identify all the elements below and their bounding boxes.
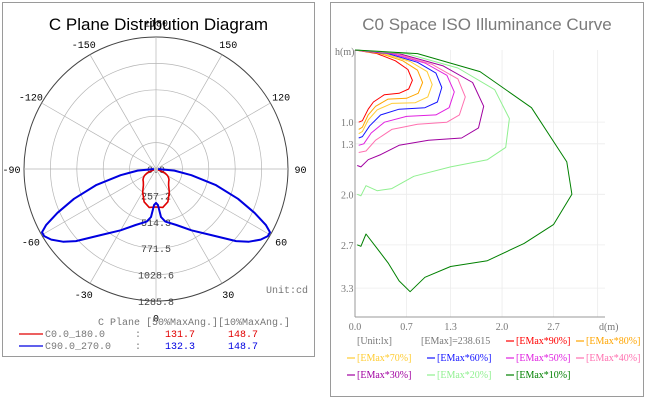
polar-legend-v50: 132.3	[165, 342, 195, 353]
iso-y-tick: 3.3	[341, 284, 354, 295]
polar-angle-label: -90	[2, 166, 20, 177]
polar-legend-sep: :	[135, 342, 141, 353]
polar-angle-label: ±180	[144, 19, 168, 30]
iso-x-tick: 0.0	[349, 322, 362, 333]
iso-x-tick: 0.7	[400, 322, 413, 333]
iso-x-tick: 1.3	[444, 322, 457, 333]
iso-y-tick: 1.0	[341, 118, 354, 129]
iso-series-9	[354, 49, 573, 293]
c-plane-panel: C Plane Distribution Diagram ±180 -150 150…	[2, 2, 315, 357]
polar-legend-v10: 148.7	[228, 342, 258, 353]
polar-spoke	[89, 168, 157, 284]
iso-series-3	[354, 49, 433, 135]
iso-unit: [Unit:lx]	[357, 336, 392, 347]
polar-radial-label: 771.5	[141, 245, 171, 256]
polar-spoke	[155, 168, 271, 236]
polar-spoke	[41, 102, 157, 170]
iso-legend-label: [EMax*30%]	[357, 370, 411, 381]
polar-spoke	[41, 168, 157, 236]
polar-series-c90	[41, 168, 271, 243]
polar-angle-label: 120	[272, 94, 290, 105]
iso-x-tick: 2.7	[547, 322, 560, 333]
polar-radial-label: 514.3	[141, 219, 171, 230]
polar-spoke	[155, 102, 271, 170]
polar-angle-label: -30	[75, 291, 93, 302]
polar-angle-label: -60	[22, 238, 40, 249]
iso-series-4	[354, 49, 443, 139]
polar-legend-v50: 131.7	[165, 330, 195, 341]
iso-illuminance-panel: C0 Space ISO Illuminance Curve h(m) d(m) 1…	[330, 2, 644, 397]
polar-legend-name: C90.0_270.0	[45, 342, 111, 353]
polar-angle-label: -120	[19, 94, 43, 105]
polar-chart: ±180 -150 150 -120 120 -90 90 -60 60 -30 30 0 0.0 257…	[2, 19, 308, 353]
polar-radial-label: 257.2	[141, 192, 171, 203]
polar-angle-label: 90	[295, 166, 307, 177]
iso-legend-label: [EMax*80%]	[586, 336, 640, 347]
iso-y-tick: 1.3	[341, 140, 354, 151]
iso-title: C0 Space ISO Illuminance Curve	[362, 15, 612, 34]
iso-legend-label: [EMax*20%]	[437, 370, 491, 381]
iso-x-tick: 2.0	[496, 322, 509, 333]
iso-y-axis-label: h(m)	[335, 47, 354, 58]
iso-legend-label: [EMax*50%]	[516, 353, 570, 364]
polar-spoke	[155, 168, 223, 284]
iso-legend-label: [EMax*70%]	[357, 353, 411, 364]
polar-angle-label: 150	[219, 41, 237, 52]
polar-radial-label: 1285.8	[138, 298, 174, 309]
polar-angle-label: -150	[72, 41, 96, 52]
iso-series-1	[354, 49, 413, 123]
polar-angle-label: 30	[222, 291, 234, 302]
polar-unit-label: Unit:cd	[266, 285, 308, 297]
c-plane-title: C Plane Distribution Diagram	[48, 15, 269, 34]
iso-legend-label: [EMax*60%]	[437, 353, 491, 364]
polar-spoke	[155, 54, 223, 170]
iso-x-axis-label: d(m)	[599, 322, 618, 333]
iso-y-tick: 2.0	[341, 190, 354, 201]
polar-legend-name: C0.0_180.0	[45, 330, 105, 341]
iso-series-5	[354, 49, 455, 146]
polar-legend-sep: :	[135, 330, 141, 341]
iso-y-tick: 2.7	[341, 241, 354, 252]
iso-emax: [EMax]=238.615	[421, 336, 490, 347]
polar-legend-v10: 148.7	[228, 330, 258, 341]
polar-radial-label: 1028.6	[138, 272, 174, 283]
iso-legend-label: [EMax*10%]	[516, 370, 570, 381]
polar-legend-header: C Plane [50%MaxAng.][10%MaxAng.]	[98, 317, 290, 329]
polar-spoke	[89, 54, 157, 170]
polar-angle-label: 60	[275, 238, 287, 249]
iso-series-2	[354, 49, 424, 130]
iso-series-8	[354, 49, 510, 197]
iso-series-6	[354, 49, 466, 153]
polar-radial-label: 0.0	[147, 166, 165, 177]
iso-legend-label: [EMax*90%]	[516, 336, 570, 347]
iso-series-7	[354, 49, 485, 168]
polar-angle-label: 0	[153, 315, 159, 326]
polar-series-c0	[141, 168, 171, 209]
iso-chart: h(m) d(m) 1.0 1.3 2.0 2.7 3.3 0.0 0.7 1.3 2.0 2.7 [U…	[335, 47, 640, 381]
iso-legend-label: [EMax*40%]	[586, 353, 640, 364]
